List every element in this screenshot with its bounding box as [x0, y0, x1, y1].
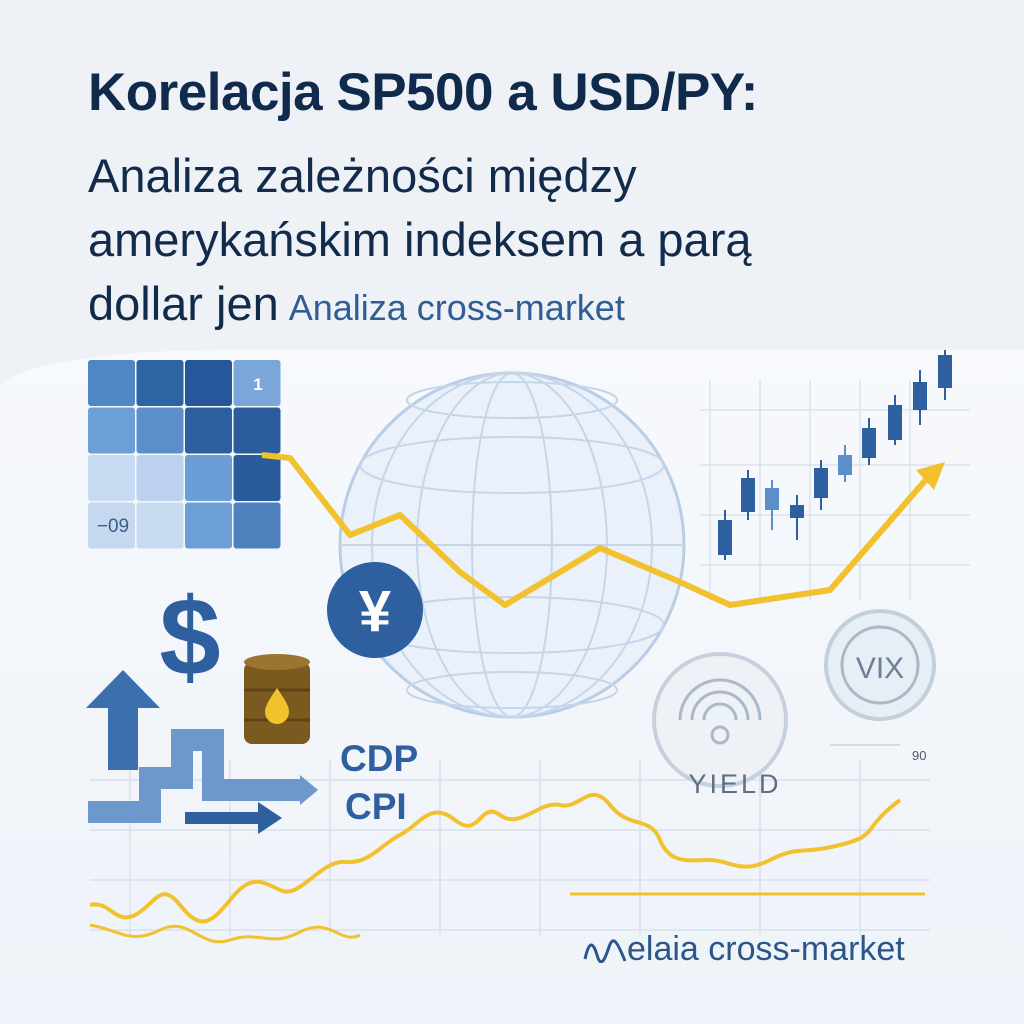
correlation-heatmap	[88, 360, 281, 549]
candlestick	[913, 370, 927, 425]
heatmap-cell	[136, 502, 184, 549]
logo-brand: elaia	[627, 930, 699, 968]
candle-chart-grid	[700, 380, 970, 600]
trend-arrowhead-icon	[916, 462, 945, 490]
heatmap-min-label: −09	[97, 516, 129, 537]
heatmap-cell	[88, 455, 135, 501]
indicator-cpi: CPI	[345, 786, 407, 827]
oil-barrel-icon	[244, 654, 310, 744]
heatmap-cell	[136, 360, 184, 406]
svg-text:¥: ¥	[359, 579, 391, 644]
vix-badge-icon: VIX	[824, 609, 936, 721]
heatmap-cell	[185, 455, 232, 501]
heatmap-cell	[185, 407, 232, 454]
heatmap-cell	[233, 455, 281, 501]
globe-icon	[338, 371, 686, 719]
yield-gauge-icon	[652, 652, 788, 788]
subtitle-line-1: Analiza zależności między	[88, 149, 637, 202]
page-title: Korelacja SP500 a USD/PY:	[88, 63, 758, 122]
subtitle-line-3-text: dollar jen	[88, 277, 279, 330]
candlestick	[938, 350, 952, 400]
up-arrow-icon	[86, 670, 160, 770]
heatmap-max-label: 1	[253, 375, 262, 394]
heatmap-cell	[136, 407, 184, 454]
series-line-1	[89, 792, 902, 924]
wave-logo-icon	[583, 938, 627, 963]
svg-text:VIX: VIX	[856, 652, 904, 685]
candlestick	[888, 395, 902, 445]
candlestick	[765, 480, 779, 530]
series-line-2	[89, 923, 361, 944]
candlestick	[718, 510, 732, 560]
chart-value-label: 90	[912, 748, 926, 763]
brand-logo: elaia cross-market	[583, 930, 905, 969]
subtitle-line-3: dollar jen Analiza cross-market	[88, 276, 625, 331]
heatmap-cell	[185, 502, 232, 549]
heatmap-cell	[185, 360, 232, 406]
heatmap-cell	[88, 360, 135, 406]
heatmap-cell	[233, 502, 281, 549]
step-arrow-icon	[88, 729, 305, 823]
yen-icon: ¥	[327, 562, 423, 658]
trend-line	[261, 452, 933, 608]
heatmap-cell	[233, 407, 281, 454]
yield-label: YIELD	[688, 769, 781, 799]
candlestick	[862, 418, 876, 465]
heatmap-cell	[88, 502, 135, 549]
candlestick-chart	[718, 350, 952, 560]
heatmap-cell	[88, 407, 135, 454]
subtitle-line-2: amerykańskim indeksem a parą	[88, 213, 752, 266]
dollar-icon: $	[159, 576, 220, 699]
tagline: Analiza cross-market	[288, 287, 625, 328]
logo-suffix: cross-market	[698, 930, 905, 968]
indicator-cdp: CDP	[340, 738, 419, 779]
candlestick	[838, 445, 852, 482]
candlestick	[814, 460, 828, 510]
candlestick	[790, 495, 804, 540]
heatmap-cell	[233, 360, 281, 406]
bottom-chart-grid	[90, 760, 930, 935]
heatmap-cell	[136, 455, 184, 501]
candlestick	[741, 470, 755, 520]
right-arrow-icon	[185, 802, 282, 834]
